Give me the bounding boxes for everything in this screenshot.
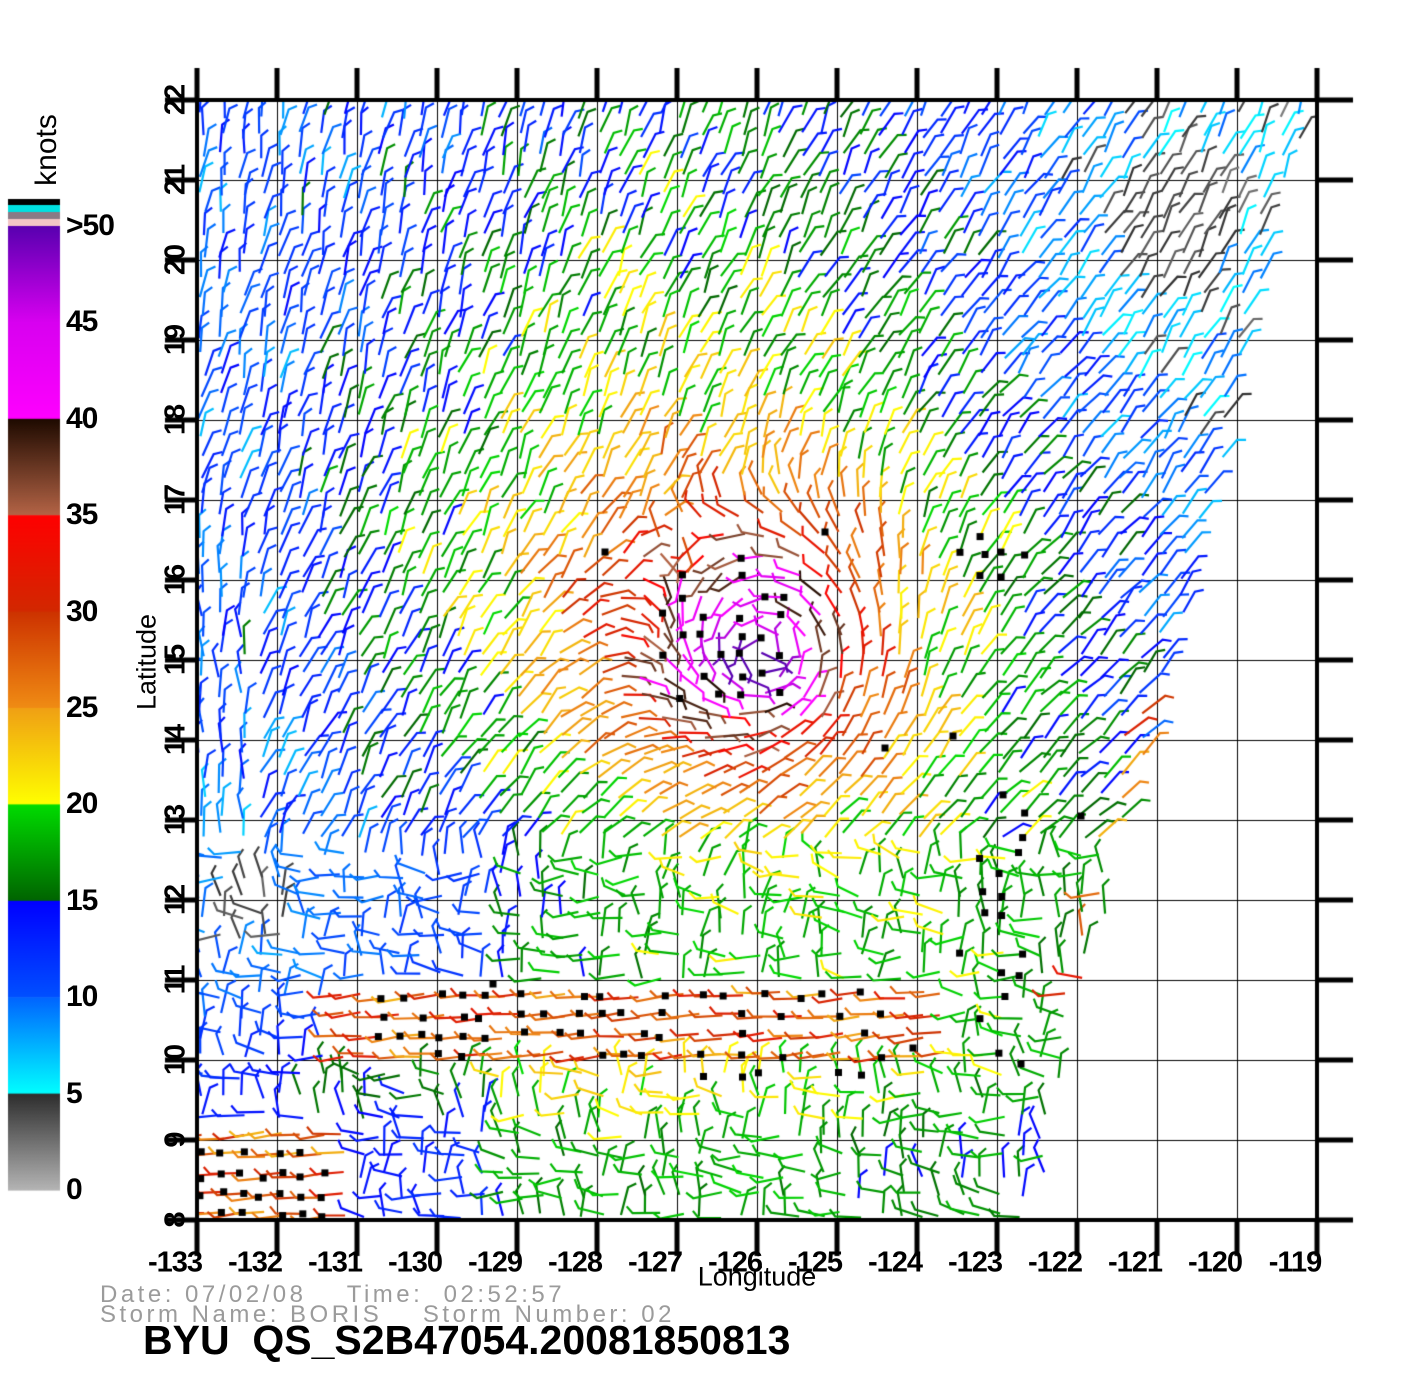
wind-field-canvas (0, 0, 1420, 1400)
wind-field-plot-page: knots Latitude Longitude Date: 07/02/08 … (0, 0, 1420, 1400)
